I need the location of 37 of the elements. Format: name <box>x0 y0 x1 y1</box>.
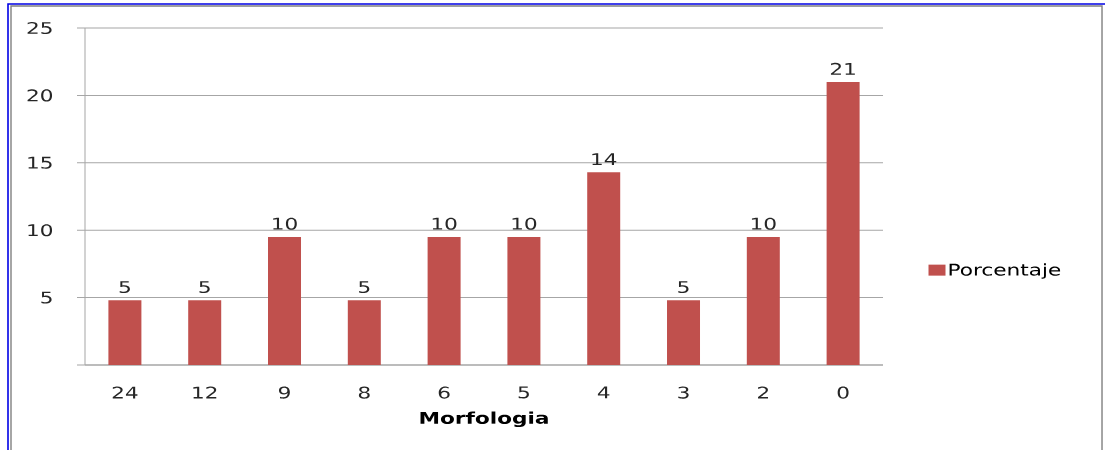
y-tick-label: 25 <box>27 21 52 35</box>
data-label: 21 <box>830 62 855 75</box>
y-tick-label: 15 <box>28 156 52 169</box>
data-label: 5 <box>359 281 370 294</box>
data-label: 14 <box>592 153 617 166</box>
data-label: 10 <box>273 217 297 230</box>
bar <box>188 300 222 365</box>
bar <box>347 300 381 365</box>
x-tick-label: 5 <box>518 386 529 399</box>
y-tick-label: 5 <box>41 291 52 304</box>
x-tick-label: 8 <box>358 386 370 399</box>
data-label: 10 <box>432 217 457 230</box>
x-tick-label: 4 <box>597 386 610 399</box>
x-tick-label: 24 <box>112 386 138 399</box>
data-label: 5 <box>199 281 210 294</box>
bar <box>746 236 780 365</box>
x-tick-label: 0 <box>837 386 849 399</box>
y-tick-label: 20 <box>27 89 53 102</box>
data-label: 10 <box>751 217 776 230</box>
bar <box>826 81 860 365</box>
data-label: 5 <box>678 281 689 294</box>
bar <box>108 300 142 365</box>
x-tick-label: 12 <box>193 386 217 399</box>
legend-label: Porcentaje <box>949 263 1061 279</box>
bar <box>587 172 621 365</box>
x-tick-label: 3 <box>678 386 689 399</box>
x-tick-label: 9 <box>279 386 290 399</box>
data-label: 5 <box>119 281 130 294</box>
x-axis-title: Morfologia <box>420 411 548 428</box>
y-tick-label: 10 <box>28 224 53 237</box>
x-tick-label: 6 <box>438 386 450 399</box>
bar <box>427 236 461 365</box>
bar <box>667 300 701 365</box>
bar <box>268 236 301 365</box>
data-label: 10 <box>512 217 537 230</box>
x-tick-label: 2 <box>758 386 769 399</box>
bar <box>507 236 541 365</box>
